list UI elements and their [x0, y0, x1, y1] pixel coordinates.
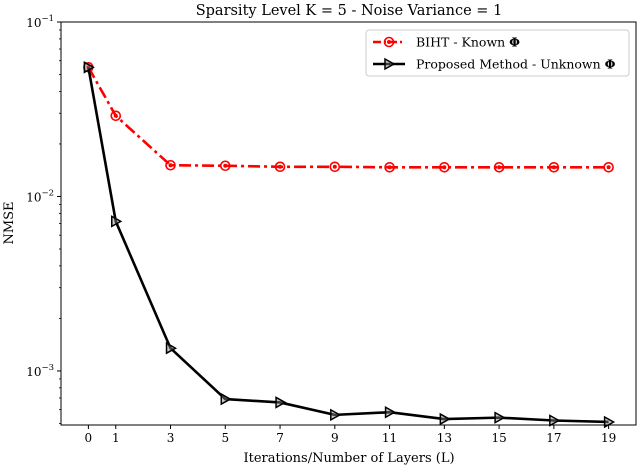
- series-biht: [83, 61, 614, 173]
- data-point: [329, 161, 341, 173]
- x-tick-label: 15: [491, 431, 506, 445]
- data-point: [275, 396, 287, 409]
- data-point: [603, 161, 614, 173]
- y-tick-label: 10−1: [26, 14, 54, 30]
- legend-label: BIHT - Known Φ: [416, 35, 520, 50]
- y-axis-label: NMSE: [2, 201, 17, 244]
- data-point: [165, 159, 176, 171]
- data-point-dot: [113, 113, 118, 118]
- legend-entry: Proposed Method - Unknown Φ: [373, 57, 616, 72]
- legend-label: Proposed Method - Unknown Φ: [416, 57, 616, 72]
- x-tick-label: 17: [546, 431, 561, 445]
- data-point: [384, 405, 397, 419]
- data-point: [494, 411, 506, 424]
- data-point-ring: [274, 161, 286, 173]
- data-point: [165, 341, 178, 355]
- x-tick-label: 0: [85, 431, 93, 445]
- x-tick-label: 7: [276, 431, 284, 445]
- x-tick-label: 19: [601, 431, 616, 445]
- series-layer: [83, 61, 616, 429]
- data-point: [83, 61, 95, 74]
- data-point: [111, 215, 123, 228]
- series-line: [87, 66, 609, 169]
- data-point-dot: [387, 40, 391, 44]
- data-point-ring: [493, 161, 505, 173]
- series-proposed: [83, 61, 616, 429]
- data-point-ring: [383, 36, 395, 48]
- data-point-dot: [387, 165, 392, 170]
- series-line: [87, 67, 609, 424]
- data-point-dot: [168, 163, 173, 168]
- legend-frame: [365, 29, 630, 77]
- data-point: [439, 161, 450, 173]
- y-tick-label: 10−3: [26, 363, 54, 379]
- data-point: [383, 36, 395, 48]
- data-point: [549, 414, 561, 427]
- data-point: [493, 161, 505, 173]
- axes-frame: [60, 21, 637, 426]
- x-tick-label: 5: [221, 431, 229, 445]
- data-point-dot: [223, 163, 228, 168]
- data-point-dot: [606, 165, 611, 170]
- data-point-ring: [329, 161, 341, 173]
- y-tick-label: 10−2: [26, 188, 54, 204]
- legend-entry: BIHT - Known Φ: [373, 35, 520, 50]
- data-point-ring: [548, 161, 560, 173]
- x-tick-label: 9: [331, 431, 339, 445]
- x-tick-label: 13: [437, 431, 452, 445]
- y-axis-ticks: 10−1 10−2 10−3: [26, 14, 61, 424]
- data-point-ring: [384, 161, 395, 173]
- data-point-dot: [497, 165, 502, 170]
- data-point-dot: [442, 165, 447, 170]
- data-point: [110, 110, 122, 122]
- data-point-ring: [439, 161, 450, 173]
- data-point: [384, 161, 395, 173]
- data-point: [384, 57, 396, 71]
- data-point-dot: [332, 164, 337, 169]
- data-point-ring: [603, 161, 614, 173]
- data-point: [219, 160, 231, 172]
- x-axis-label: Iterations/Number of Layers (L): [243, 451, 454, 466]
- data-point: [603, 415, 616, 429]
- data-point-dot: [551, 165, 556, 170]
- plot-area: 0 1 3 5 7 9 11 13 15 17 19 10−110−210−3: [26, 14, 637, 445]
- x-tick-label: 3: [167, 431, 175, 445]
- data-point: [548, 161, 560, 173]
- x-tick-label: 11: [382, 431, 397, 445]
- data-point: [274, 161, 286, 173]
- data-point: [220, 392, 232, 406]
- data-point: [439, 412, 451, 426]
- data-point-ring: [165, 159, 176, 171]
- x-tick-label: 1: [112, 431, 120, 445]
- data-point-ring: [110, 110, 122, 122]
- data-point-ring: [219, 160, 231, 172]
- chart-title: Sparsity Level K = 5 - Noise Variance = …: [196, 3, 503, 19]
- x-axis-ticks: 0 1 3 5 7 9 11 13 15 17 19: [85, 425, 616, 445]
- data-point-dot: [278, 164, 283, 169]
- legend: BIHT - Known Φ Proposed Method - Unknown …: [365, 29, 630, 77]
- data-point: [330, 408, 342, 422]
